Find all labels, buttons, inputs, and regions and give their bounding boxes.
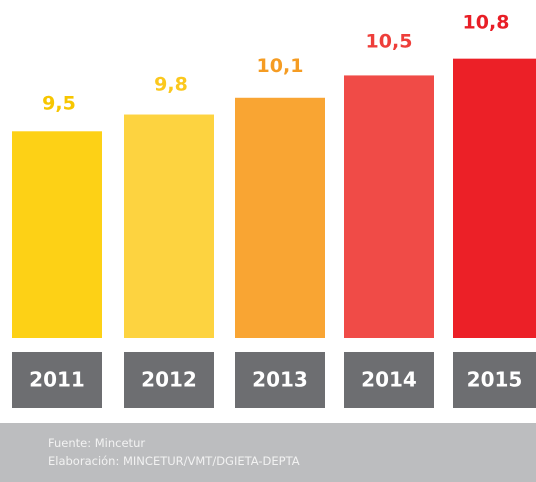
x-tick-label: 2012 [141,368,197,392]
value-label: 10,1 [257,55,304,77]
x-tick-label: 2011 [29,368,85,392]
footer-box [0,423,536,482]
value-label: 9,5 [42,92,76,114]
source-note: Elaboración: MINCETUR/VMT/DGIETA-DEPTA [48,454,300,468]
bar [12,131,102,338]
year-box [235,352,325,408]
bar [453,58,536,338]
x-tick-label: 2013 [252,368,308,392]
year-box [12,352,102,408]
value-label: 10,8 [463,12,510,34]
source-note: Fuente: Mincetur [48,436,145,450]
year-box [124,352,214,408]
bar [235,97,325,339]
year-box [453,352,536,408]
x-tick-label: 2014 [361,368,417,392]
value-label: 10,5 [366,30,413,52]
value-label: 9,8 [154,74,188,96]
x-tick-label: 2015 [467,368,523,392]
bar [124,114,214,338]
bar [344,75,434,339]
year-box [344,352,434,408]
